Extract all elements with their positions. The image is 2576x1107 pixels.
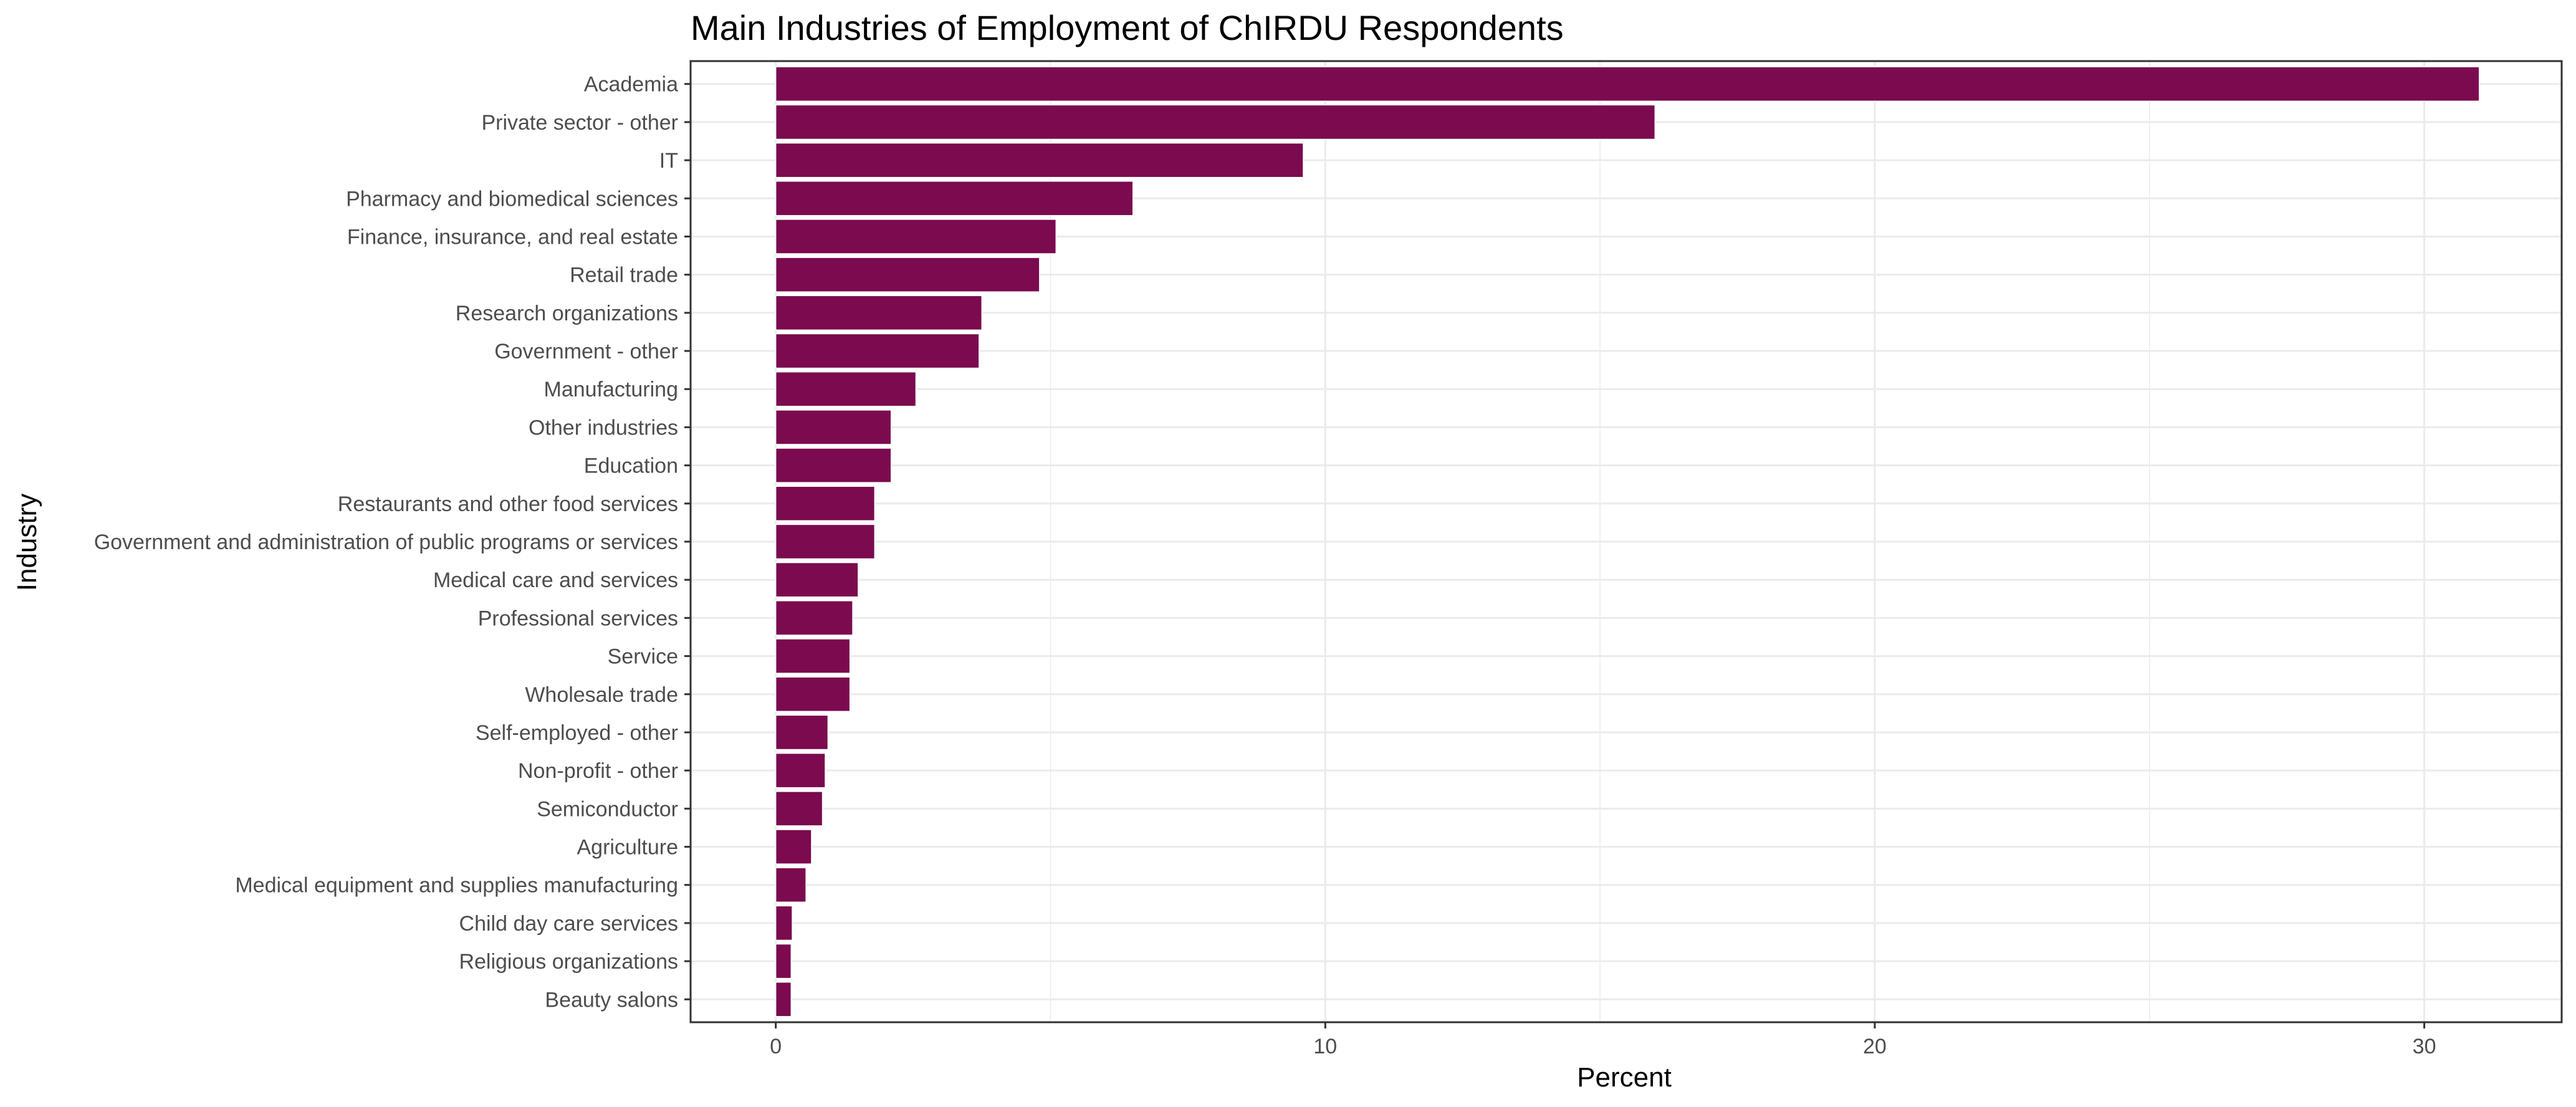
bar-pharmacy-and-biomedical-sciences <box>775 181 1134 216</box>
y-tick-label: Child day care services <box>459 912 678 936</box>
y-tick-label: Medical equipment and supplies manufactu… <box>235 874 678 898</box>
bar-research-organizations <box>775 295 983 331</box>
bar-medical-equipment-and-supplies-manufacturing <box>775 867 807 903</box>
y-tick-label: Government - other <box>494 340 678 363</box>
bar-medical-care-and-services <box>775 562 859 598</box>
y-tick-label: Manufacturing <box>544 378 678 401</box>
bar-service <box>775 638 851 674</box>
x-tick-label: 10 <box>1313 1035 1337 1058</box>
y-tick-label: Finance, insurance, and real estate <box>347 225 678 249</box>
x-axis-title: Percent <box>1577 1062 1672 1093</box>
y-tick-label: Semiconductor <box>537 797 678 821</box>
y-tick-label: Research organizations <box>456 302 678 325</box>
y-tick-label: Education <box>584 454 678 478</box>
bar-other-industries <box>775 410 892 445</box>
y-tick-label: Private sector - other <box>481 111 678 135</box>
y-tick-label: Beauty salons <box>545 988 678 1012</box>
bars <box>775 66 2480 1017</box>
bar-beauty-salons <box>775 982 792 1017</box>
x-tick-label: 30 <box>2413 1035 2436 1058</box>
bar-it <box>775 142 1304 178</box>
bar-child-day-care-services <box>775 905 793 941</box>
bar-agriculture <box>775 829 812 865</box>
bar-private-sector-other <box>775 104 1656 140</box>
bar-wholesale-trade <box>775 676 851 712</box>
bar-semiconductor <box>775 791 823 827</box>
bar-government-and-administration-of-public-programs-or-services <box>775 524 876 560</box>
x-axis-ticks: 0 10 20 30 <box>770 1022 2436 1058</box>
y-tick-label: Government and administration of public … <box>94 530 678 554</box>
bar-non-profit-other <box>775 752 826 788</box>
bar-government-other <box>775 333 980 369</box>
y-tick-label: Pharmacy and biomedical sciences <box>346 187 678 211</box>
y-tick-label: IT <box>659 149 678 173</box>
y-tick-label: Academia <box>584 73 678 97</box>
bar-academia <box>775 66 2480 102</box>
y-axis-ticks: Academia Private sector - other IT Pharmacy… <box>94 73 691 1012</box>
bar-finance-insurance-and-real-estate <box>775 219 1057 254</box>
bar-manufacturing <box>775 371 917 407</box>
y-axis-title: Industry <box>12 494 42 592</box>
bar-restaurants-and-other-food-services <box>775 486 876 522</box>
y-tick-label: Medical care and services <box>433 568 678 592</box>
bar-self-employed-other <box>775 714 829 750</box>
y-tick-label: Service <box>608 645 678 669</box>
y-tick-label: Religious organizations <box>459 950 678 974</box>
y-tick-label: Self-employed - other <box>476 721 678 745</box>
bar-religious-organizations <box>775 943 792 979</box>
y-tick-label: Agriculture <box>577 836 678 860</box>
bar-education <box>775 448 892 483</box>
y-tick-label: Professional services <box>478 606 678 630</box>
y-tick-label: Non-profit - other <box>518 759 678 783</box>
y-tick-label: Other industries <box>529 416 678 439</box>
bar-retail-trade <box>775 257 1040 292</box>
y-tick-label: Wholesale trade <box>525 683 678 707</box>
bar-professional-services <box>775 600 853 636</box>
y-tick-label: Retail trade <box>570 264 678 287</box>
y-tick-label: Restaurants and other food services <box>338 492 678 516</box>
x-tick-label: 0 <box>770 1035 782 1058</box>
chart-title: Main Industries of Employment of ChIRDU … <box>691 8 1564 47</box>
x-tick-label: 20 <box>1863 1035 1887 1058</box>
